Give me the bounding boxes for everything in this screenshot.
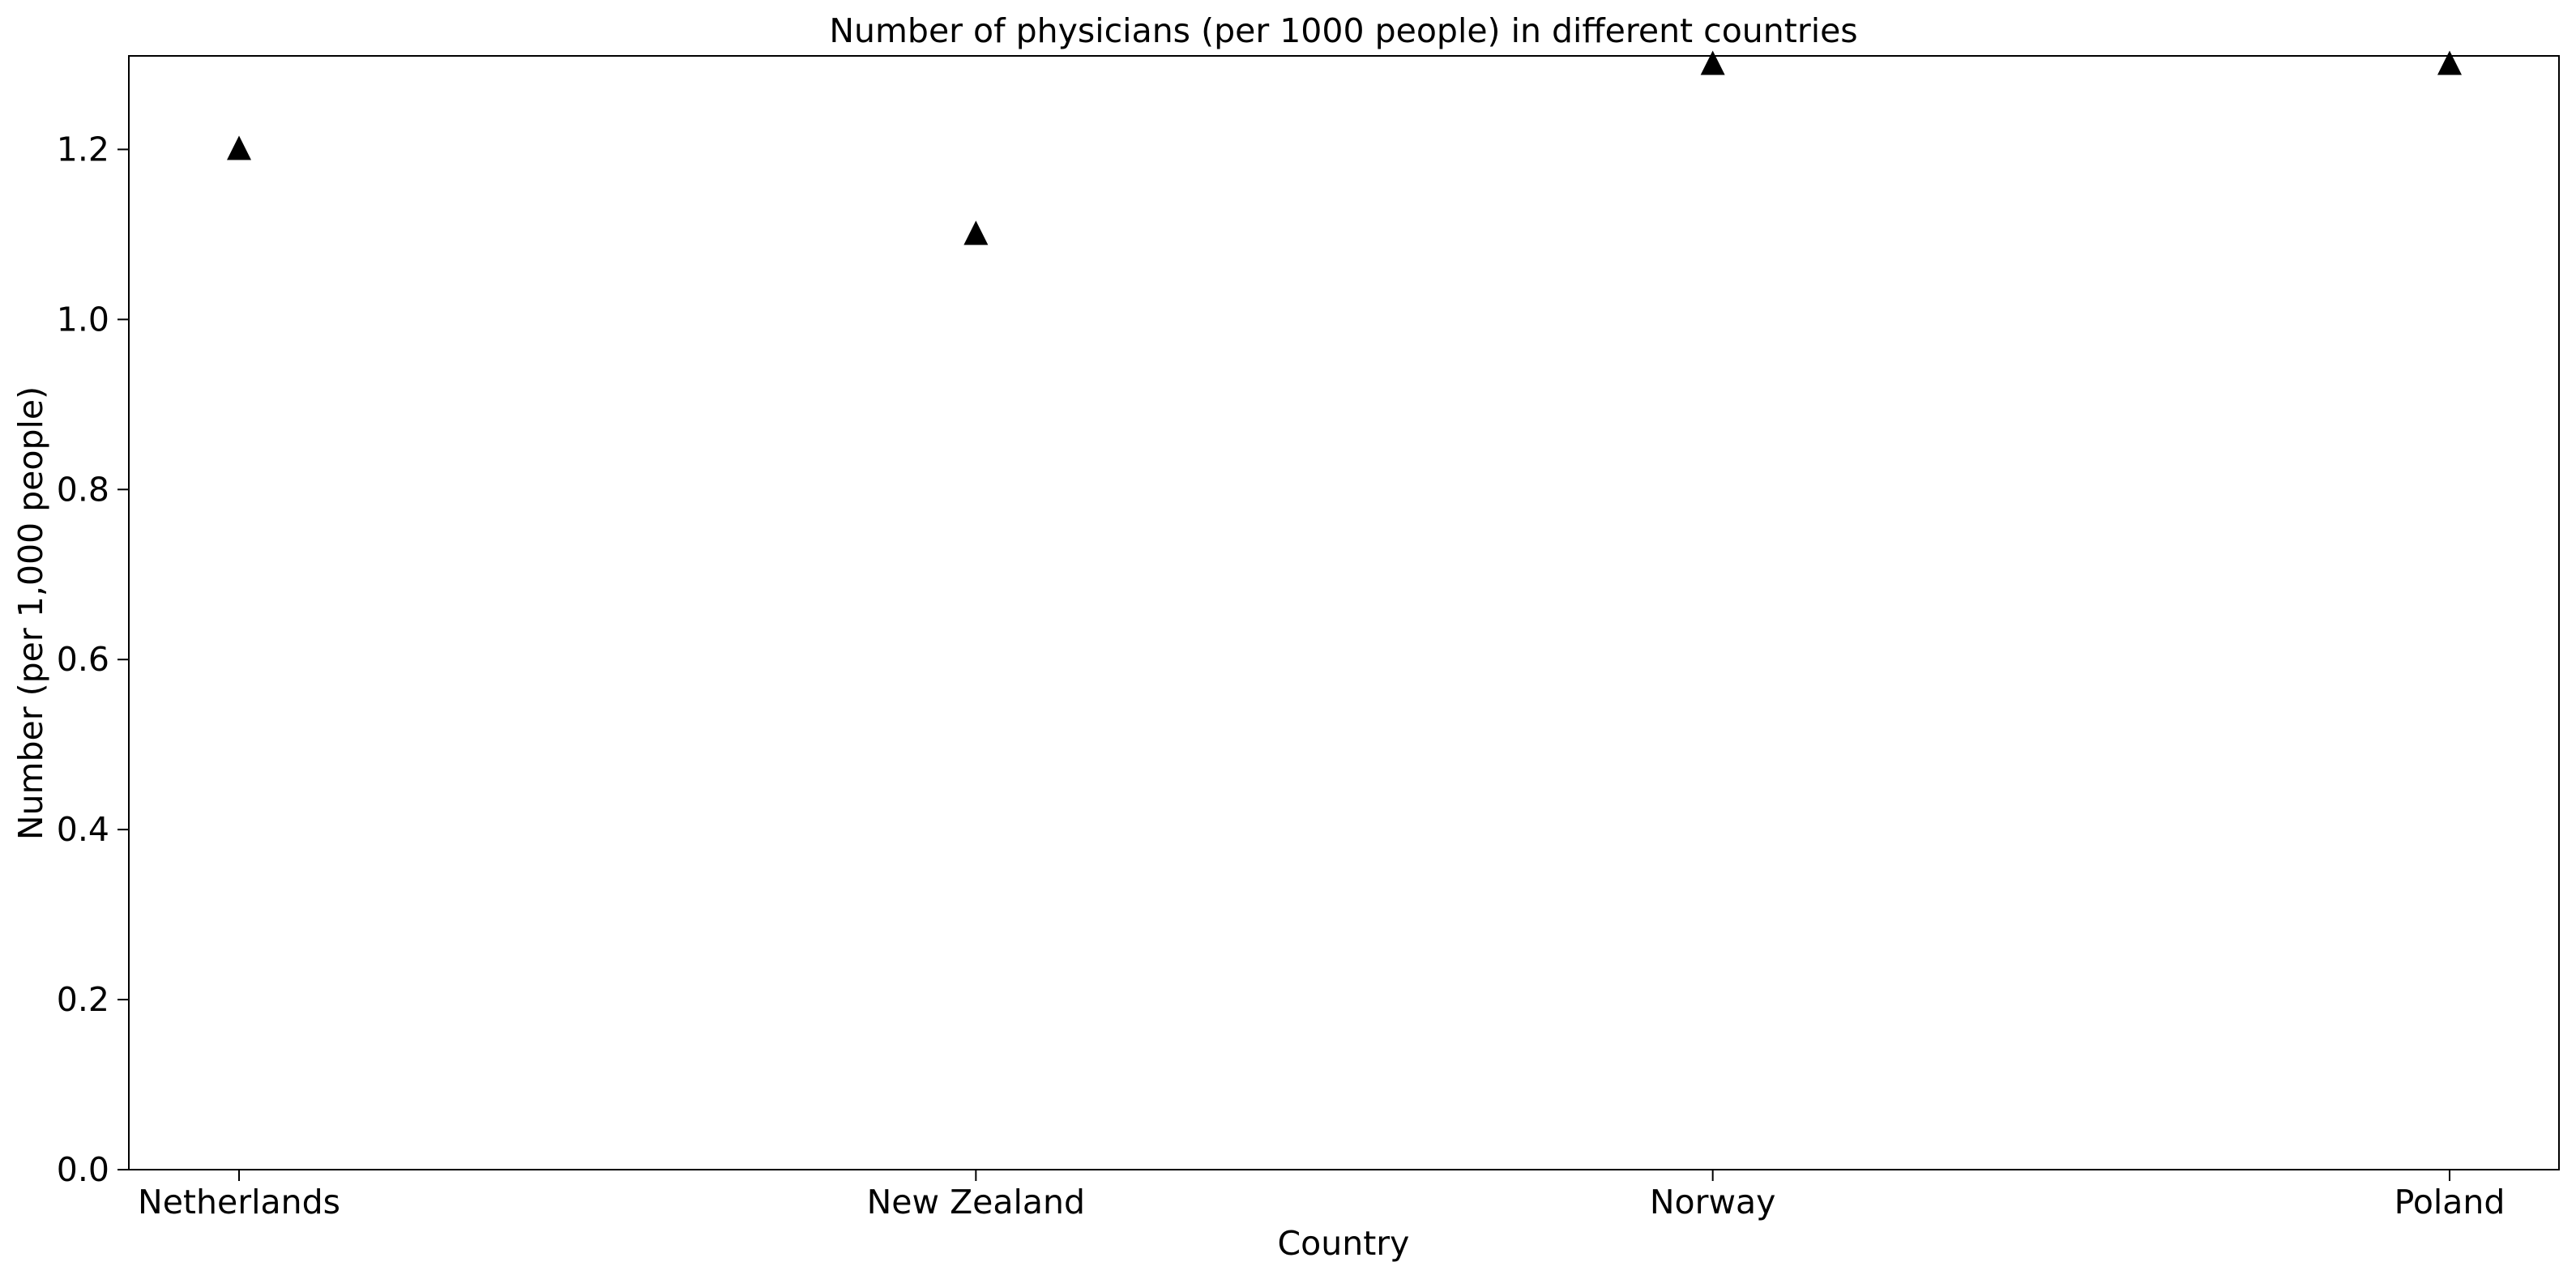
data-point-marker — [1700, 50, 1725, 75]
y-tick-label: 0.8 — [57, 470, 109, 509]
x-axis: Netherlands New Zealand Norway Poland — [138, 1170, 2505, 1221]
data-point-marker — [963, 220, 989, 245]
y-axis: 0.0 0.2 0.4 0.6 0.8 1.0 1.2 — [57, 130, 129, 1189]
y-tick-label: 0.2 — [57, 980, 109, 1019]
plot-area-frame — [128, 55, 2560, 1170]
x-tick-label: Norway — [1650, 1183, 1776, 1221]
chart-title: Number of physicians (per 1000 people) i… — [829, 11, 1857, 50]
x-tick-label: New Zealand — [867, 1183, 1085, 1221]
x-tick-label: Poland — [2394, 1183, 2506, 1221]
data-markers — [227, 50, 2462, 245]
y-tick-label: 0.0 — [57, 1150, 109, 1189]
y-tick-label: 1.0 — [57, 300, 109, 339]
x-axis-label: Country — [1278, 1224, 1410, 1263]
data-point-marker — [227, 135, 251, 160]
x-tick-label: Netherlands — [138, 1183, 340, 1221]
y-axis-label: Number (per 1,000 people) — [11, 386, 50, 840]
y-tick-label: 0.4 — [57, 810, 109, 849]
y-tick-label: 1.2 — [57, 130, 109, 168]
y-tick-label: 0.6 — [57, 640, 109, 679]
data-point-marker — [2437, 50, 2462, 75]
